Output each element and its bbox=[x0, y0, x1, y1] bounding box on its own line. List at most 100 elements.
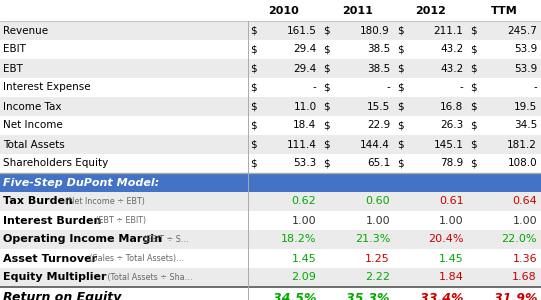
Text: 111.4: 111.4 bbox=[287, 140, 316, 149]
Text: Income Tax: Income Tax bbox=[3, 101, 62, 112]
Bar bbox=[0, 135, 541, 154]
Text: 43.2: 43.2 bbox=[440, 44, 464, 55]
Bar bbox=[0, 1, 541, 21]
Text: Operating Income Margin: Operating Income Margin bbox=[3, 235, 162, 244]
Text: 211.1: 211.1 bbox=[434, 26, 464, 35]
Text: $: $ bbox=[471, 140, 477, 149]
Text: $: $ bbox=[324, 64, 330, 74]
Text: 1.00: 1.00 bbox=[512, 215, 537, 226]
Text: 0.60: 0.60 bbox=[365, 196, 390, 206]
Bar bbox=[0, 230, 541, 249]
Text: Tax Burden: Tax Burden bbox=[3, 196, 73, 206]
Text: 145.1: 145.1 bbox=[434, 140, 464, 149]
Text: 0.62: 0.62 bbox=[292, 196, 316, 206]
Text: 43.2: 43.2 bbox=[440, 64, 464, 74]
Text: $: $ bbox=[250, 121, 256, 130]
Text: 18.4: 18.4 bbox=[293, 121, 316, 130]
Text: EBIT: EBIT bbox=[3, 44, 26, 55]
Text: 78.9: 78.9 bbox=[440, 158, 464, 169]
Text: 1.84: 1.84 bbox=[439, 272, 464, 283]
Text: 21.3%: 21.3% bbox=[354, 235, 390, 244]
Text: $: $ bbox=[250, 101, 256, 112]
Bar bbox=[0, 173, 541, 192]
Text: $: $ bbox=[324, 140, 330, 149]
Text: $: $ bbox=[250, 158, 256, 169]
Text: 22.0%: 22.0% bbox=[502, 235, 537, 244]
Text: Revenue: Revenue bbox=[3, 26, 48, 35]
Text: $: $ bbox=[471, 121, 477, 130]
Bar bbox=[0, 211, 541, 230]
Text: 33.4%: 33.4% bbox=[420, 292, 464, 300]
Text: (Total Assets ÷ Sha…: (Total Assets ÷ Sha… bbox=[105, 273, 193, 282]
Text: $: $ bbox=[397, 26, 404, 35]
Text: 161.5: 161.5 bbox=[287, 26, 316, 35]
Text: $: $ bbox=[250, 26, 256, 35]
Bar bbox=[0, 78, 541, 97]
Bar bbox=[0, 40, 541, 59]
Text: 1.45: 1.45 bbox=[439, 254, 464, 263]
Text: 65.1: 65.1 bbox=[367, 158, 390, 169]
Text: $: $ bbox=[250, 82, 256, 92]
Text: 144.4: 144.4 bbox=[360, 140, 390, 149]
Text: 1.00: 1.00 bbox=[439, 215, 464, 226]
Text: 11.0: 11.0 bbox=[293, 101, 316, 112]
Text: 2011: 2011 bbox=[342, 6, 373, 16]
Text: 180.9: 180.9 bbox=[360, 26, 390, 35]
Text: 245.7: 245.7 bbox=[507, 26, 537, 35]
Text: Interest Burden: Interest Burden bbox=[3, 215, 101, 226]
Text: Equity Multiplier: Equity Multiplier bbox=[3, 272, 107, 283]
Text: 2010: 2010 bbox=[268, 6, 299, 16]
Text: 15.5: 15.5 bbox=[367, 101, 390, 112]
Text: $: $ bbox=[324, 101, 330, 112]
Text: 38.5: 38.5 bbox=[367, 44, 390, 55]
Text: $: $ bbox=[250, 64, 256, 74]
Text: $: $ bbox=[324, 26, 330, 35]
Text: 108.0: 108.0 bbox=[507, 158, 537, 169]
Text: 29.4: 29.4 bbox=[293, 64, 316, 74]
Text: $: $ bbox=[471, 64, 477, 74]
Text: $: $ bbox=[324, 82, 330, 92]
Text: Total Assets: Total Assets bbox=[3, 140, 65, 149]
Bar bbox=[0, 268, 541, 287]
Text: 1.25: 1.25 bbox=[365, 254, 390, 263]
Text: Asset Turnover: Asset Turnover bbox=[3, 254, 97, 263]
Text: 0.64: 0.64 bbox=[512, 196, 537, 206]
Text: $: $ bbox=[471, 82, 477, 92]
Text: (EBIT ÷ S…: (EBIT ÷ S… bbox=[141, 235, 189, 244]
Text: 1.68: 1.68 bbox=[512, 272, 537, 283]
Text: 181.2: 181.2 bbox=[507, 140, 537, 149]
Text: -: - bbox=[533, 82, 537, 92]
Text: 53.9: 53.9 bbox=[514, 64, 537, 74]
Text: $: $ bbox=[397, 121, 404, 130]
Text: EBT: EBT bbox=[3, 64, 23, 74]
Text: $: $ bbox=[471, 158, 477, 169]
Bar bbox=[0, 116, 541, 135]
Text: 2.09: 2.09 bbox=[292, 272, 316, 283]
Text: 1.00: 1.00 bbox=[292, 215, 316, 226]
Bar bbox=[0, 97, 541, 116]
Bar bbox=[0, 249, 541, 268]
Text: 38.5: 38.5 bbox=[367, 64, 390, 74]
Text: 1.36: 1.36 bbox=[512, 254, 537, 263]
Bar bbox=[0, 287, 541, 300]
Text: 22.9: 22.9 bbox=[367, 121, 390, 130]
Bar bbox=[0, 154, 541, 173]
Text: (Net Income ÷ EBT): (Net Income ÷ EBT) bbox=[63, 197, 145, 206]
Text: 20.4%: 20.4% bbox=[428, 235, 464, 244]
Text: (EBT ÷ EBIT): (EBT ÷ EBIT) bbox=[93, 216, 146, 225]
Text: 19.5: 19.5 bbox=[514, 101, 537, 112]
Text: $: $ bbox=[397, 44, 404, 55]
Text: 53.9: 53.9 bbox=[514, 44, 537, 55]
Text: $: $ bbox=[324, 44, 330, 55]
Text: -: - bbox=[460, 82, 464, 92]
Text: -: - bbox=[386, 82, 390, 92]
Text: (Sales ÷ Total Assets)…: (Sales ÷ Total Assets)… bbox=[87, 254, 184, 263]
Text: $: $ bbox=[471, 101, 477, 112]
Text: $: $ bbox=[397, 64, 404, 74]
Text: 1.45: 1.45 bbox=[292, 254, 316, 263]
Text: 29.4: 29.4 bbox=[293, 44, 316, 55]
Text: $: $ bbox=[324, 121, 330, 130]
Text: Interest Expense: Interest Expense bbox=[3, 82, 91, 92]
Text: 0.61: 0.61 bbox=[439, 196, 464, 206]
Text: Shareholders Equity: Shareholders Equity bbox=[3, 158, 108, 169]
